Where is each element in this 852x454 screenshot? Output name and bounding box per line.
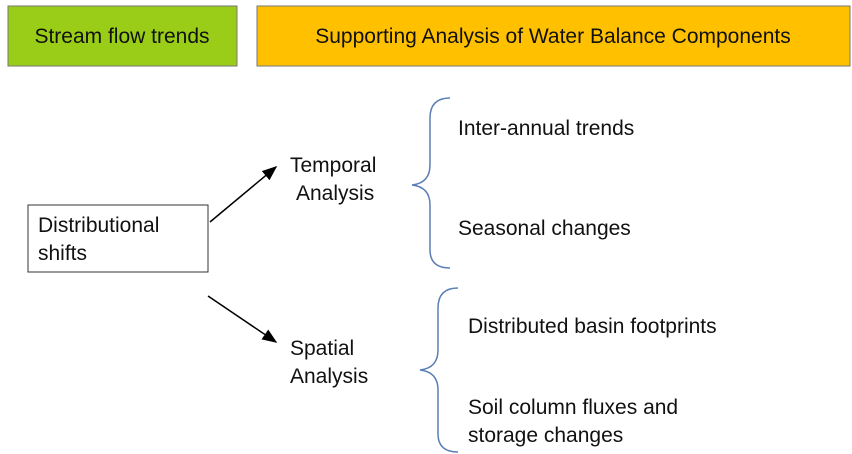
item-label: Inter-annual trends: [458, 117, 634, 140]
node-label: shifts: [38, 242, 87, 265]
item-label: Seasonal changes: [458, 217, 631, 240]
brace: [419, 287, 459, 453]
node-label: Distributional: [38, 214, 159, 237]
node-box: [27, 204, 209, 273]
header-right: Supporting Analysis of Water Balance Com…: [315, 25, 790, 48]
item-label: Soil column fluxes and: [468, 396, 678, 419]
header-box-right: [256, 5, 851, 67]
arrow: [207, 295, 278, 343]
node-label: Analysis: [296, 182, 374, 205]
arrow: [209, 166, 278, 223]
header-left: Stream flow trends: [34, 25, 209, 48]
node-label: Analysis: [290, 365, 368, 388]
header-box-left: [7, 5, 238, 67]
item-label: storage changes: [468, 424, 623, 447]
node-label: Temporal: [290, 154, 376, 177]
node-label: Spatial: [290, 337, 354, 360]
brace: [411, 97, 451, 269]
item-label: Distributed basin footprints: [468, 315, 717, 338]
